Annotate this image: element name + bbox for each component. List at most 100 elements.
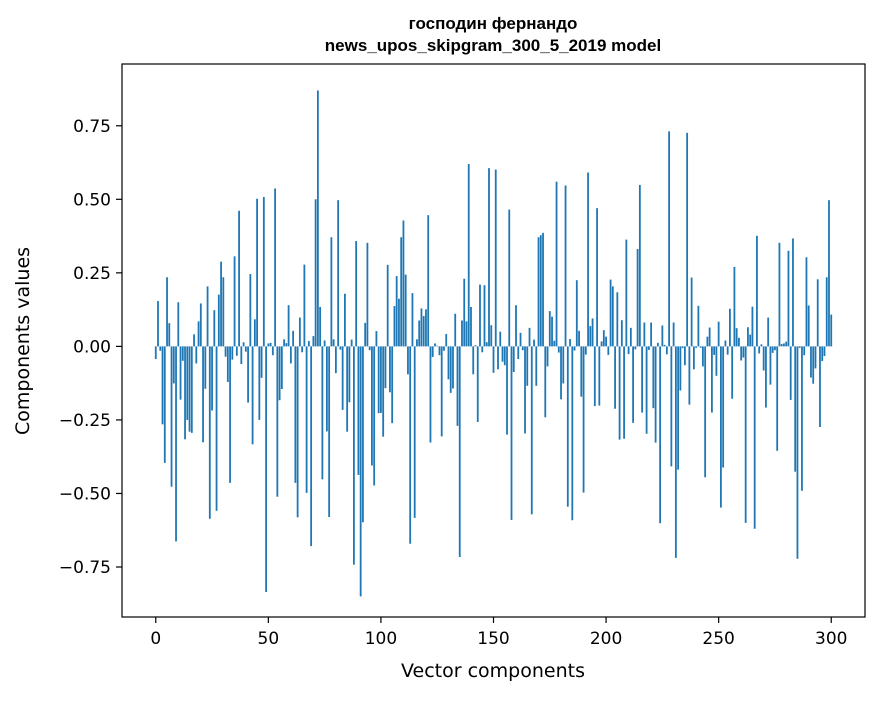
bar (364, 322, 367, 347)
bar (783, 343, 785, 347)
bar (692, 346, 695, 370)
bar (816, 279, 819, 347)
bar (283, 339, 286, 347)
bar (404, 274, 407, 347)
bar (733, 266, 736, 347)
bar (494, 169, 497, 347)
bar (697, 305, 700, 347)
bar (756, 235, 758, 347)
bar (445, 334, 448, 347)
bar (638, 184, 641, 347)
bar (427, 215, 430, 347)
bar (310, 346, 313, 547)
bar (416, 339, 418, 347)
bar (587, 172, 589, 347)
bar (715, 346, 718, 376)
bar (618, 346, 621, 440)
bar (665, 346, 668, 355)
bar (821, 346, 824, 362)
bar (346, 346, 349, 432)
bar (485, 342, 488, 347)
bar (465, 321, 468, 347)
bar (704, 346, 707, 478)
chart-title-line1: господин фернандо (409, 14, 578, 33)
bar (641, 346, 643, 413)
bar (305, 346, 308, 493)
bar (204, 346, 207, 389)
y-tick-label: 0.00 (73, 337, 111, 357)
x-tick-label: 200 (590, 629, 622, 649)
bar (566, 346, 569, 507)
bar (735, 328, 738, 347)
bar (519, 332, 522, 347)
bar (726, 346, 729, 355)
bar (533, 339, 535, 347)
bar (661, 325, 664, 347)
bar (580, 346, 583, 397)
bar (229, 346, 231, 483)
bar (472, 346, 475, 375)
bar (506, 346, 508, 435)
bar (166, 277, 168, 347)
bar (328, 346, 331, 517)
bar (161, 346, 164, 425)
bar (548, 311, 551, 347)
bar (443, 346, 445, 351)
y-tick-label: 0.25 (73, 264, 111, 284)
bar (758, 346, 761, 354)
bar (526, 346, 529, 386)
y-axis-ticks: −0.75 −0.50 −0.25 0.00 0.25 0.50 0.75 (59, 117, 122, 578)
bar (798, 346, 801, 348)
bar (371, 346, 373, 466)
bar (582, 346, 585, 493)
bar (321, 346, 324, 480)
bar-series (154, 90, 833, 597)
bar (391, 346, 394, 424)
bar (380, 346, 382, 413)
bar (440, 346, 443, 437)
bar (249, 274, 252, 347)
bar (425, 309, 427, 347)
bar (810, 346, 812, 378)
bar (803, 346, 806, 356)
bar (294, 346, 297, 483)
bar (195, 346, 198, 364)
bar (222, 277, 225, 347)
bar (600, 341, 603, 347)
bar (177, 302, 180, 347)
bar (663, 344, 666, 347)
y-tick-label: −0.50 (59, 484, 111, 504)
bar (801, 346, 803, 491)
bar (474, 345, 477, 347)
bar (226, 346, 229, 382)
bar (389, 346, 391, 393)
bar (296, 346, 299, 518)
bar (400, 237, 403, 347)
bar (181, 346, 184, 361)
bar (303, 264, 306, 347)
x-tick-label: 150 (477, 629, 509, 649)
bar (792, 238, 794, 347)
bar (242, 342, 245, 347)
bar (515, 305, 517, 347)
bar (418, 320, 421, 347)
bar (483, 285, 486, 347)
bar (762, 346, 765, 371)
bar (337, 200, 340, 347)
bar (202, 346, 204, 443)
bar (429, 346, 432, 443)
bar (244, 346, 247, 352)
bar (461, 320, 463, 347)
bar (188, 346, 191, 432)
bar (452, 346, 454, 389)
bar (350, 339, 353, 347)
bar (206, 286, 209, 347)
bar (681, 346, 684, 349)
bar (830, 314, 833, 347)
bar (325, 346, 328, 432)
bar (274, 188, 276, 347)
bar (553, 340, 556, 347)
bar (825, 277, 828, 347)
bar (668, 131, 671, 347)
bar (373, 346, 376, 486)
